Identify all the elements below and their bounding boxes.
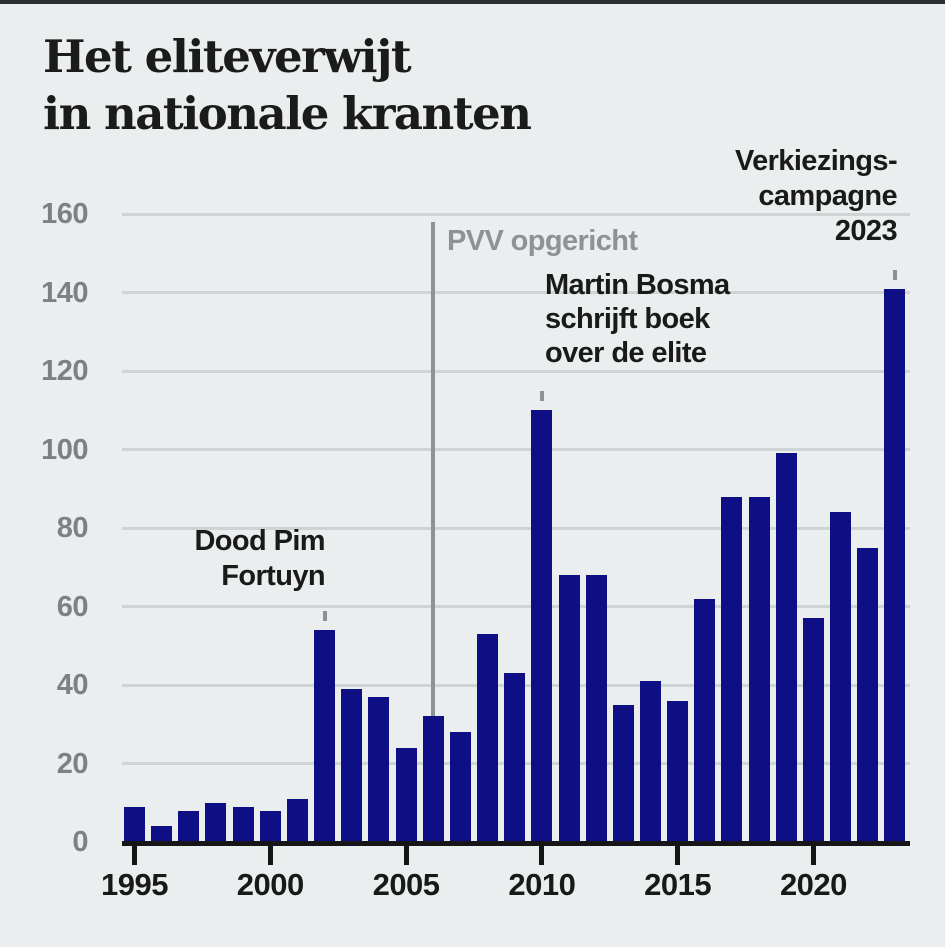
- verkiezingscampagne-2023-marker: [892, 269, 897, 280]
- annotation-pvv-opgericht: PVV opgericht: [447, 224, 638, 258]
- bar-1999: [232, 806, 254, 842]
- bar-2023: [884, 288, 906, 842]
- annotation-verkiezingscampagne-2023-line1: Verkiezings-: [734, 145, 898, 177]
- chart-title: Het eliteverwijt in nationale kranten: [43, 28, 532, 142]
- annotation-martin-bosma-boek-line3: over de elite: [545, 337, 707, 369]
- annotation-martin-bosma-boek-line1: Martin Bosma: [545, 269, 730, 301]
- bar-2002: [314, 630, 336, 842]
- bar-2016: [694, 598, 716, 842]
- bar-2020: [802, 618, 824, 842]
- x-axis-tick-2020: [810, 846, 816, 865]
- annotation-dood-pim-fortuyn: Dood Pim Fortuyn: [194, 524, 325, 594]
- bar-1995: [124, 806, 145, 842]
- bar-2015: [667, 700, 689, 842]
- gridline-80: [122, 526, 910, 530]
- x-axis-label-1995: 1995: [101, 867, 168, 902]
- chart-title-line1: Het eliteverwijt: [43, 30, 412, 83]
- x-axis-line: [122, 841, 910, 846]
- bar-2000: [259, 810, 281, 842]
- bar-2014: [639, 681, 661, 842]
- gridline-140: [122, 291, 910, 294]
- x-axis-label-2005: 2005: [372, 867, 440, 902]
- annotation-dood-pim-fortuyn-line1: Dood Pim: [194, 525, 325, 557]
- x-axis-tick-2010: [539, 846, 545, 865]
- bar-1996: [151, 826, 173, 842]
- x-axis-tick-2015: [675, 846, 681, 865]
- gridline-160: [122, 212, 910, 216]
- top-accent-bar: [0, 0, 945, 4]
- bar-2001: [286, 798, 308, 842]
- annotation-verkiezingscampagne-2023-line2: campagne: [758, 180, 897, 212]
- annotation-verkiezingscampagne-2023: Verkiezings-campagne 2023: [734, 144, 898, 249]
- chart-title-line2: in nationale kranten: [43, 87, 532, 140]
- y-axis-label-0: 0: [72, 826, 88, 858]
- annotation-martin-bosma-boek-line2: schrijft boek: [545, 303, 710, 335]
- bar-2011: [558, 575, 580, 842]
- bar-2013: [612, 704, 634, 842]
- bar-2007: [449, 732, 471, 842]
- x-axis-tick-1995: [132, 846, 137, 865]
- x-axis-label-2000: 2000: [236, 867, 304, 902]
- y-axis-label-100: 100: [41, 433, 88, 466]
- y-axis-label-60: 60: [56, 590, 89, 623]
- x-axis-tick-2000: [267, 846, 273, 865]
- annotation-martin-bosma-boek: Martin Bosma schrijft boek over de elite: [545, 268, 730, 370]
- dood-pim-fortuyn-marker: [322, 611, 327, 622]
- x-axis-label-2020: 2020: [779, 867, 847, 902]
- y-axis-label-20: 20: [56, 747, 89, 780]
- y-axis-label-160: 160: [41, 198, 88, 230]
- bar-2018: [748, 496, 770, 842]
- bar-2019: [775, 453, 797, 842]
- y-axis-label-120: 120: [41, 355, 88, 387]
- bar-2006: [422, 716, 444, 842]
- x-axis-label-2015: 2015: [644, 867, 712, 902]
- bar-2021: [830, 512, 852, 842]
- annotation-pvv-opgericht-line1: PVV opgericht: [447, 225, 638, 257]
- bar-1997: [178, 810, 200, 842]
- annotation-verkiezingscampagne-2023-line3: 2023: [834, 215, 898, 247]
- gridline-60: [122, 605, 910, 608]
- bar-2009: [504, 673, 526, 842]
- gridline-100: [122, 448, 910, 451]
- gridline-120: [122, 369, 910, 373]
- bar-2022: [857, 547, 879, 842]
- x-axis-label-2010: 2010: [508, 867, 576, 902]
- y-axis-label-80: 80: [56, 512, 89, 544]
- bar-2017: [721, 496, 743, 842]
- bar-2005: [395, 747, 417, 842]
- bar-2010: [531, 410, 553, 842]
- bar-1998: [205, 802, 227, 842]
- pvv-opgericht-line: [431, 222, 436, 842]
- y-axis-label-140: 140: [41, 276, 88, 309]
- annotation-dood-pim-fortuyn-line2: Fortuyn: [221, 560, 325, 592]
- y-axis-label-40: 40: [56, 669, 89, 701]
- bar-2003: [341, 688, 363, 842]
- martin-bosma-boek-marker: [539, 391, 544, 402]
- x-axis-tick-2005: [403, 846, 409, 865]
- bar-2004: [368, 696, 390, 842]
- bar-2008: [477, 633, 499, 842]
- bar-2012: [585, 575, 607, 842]
